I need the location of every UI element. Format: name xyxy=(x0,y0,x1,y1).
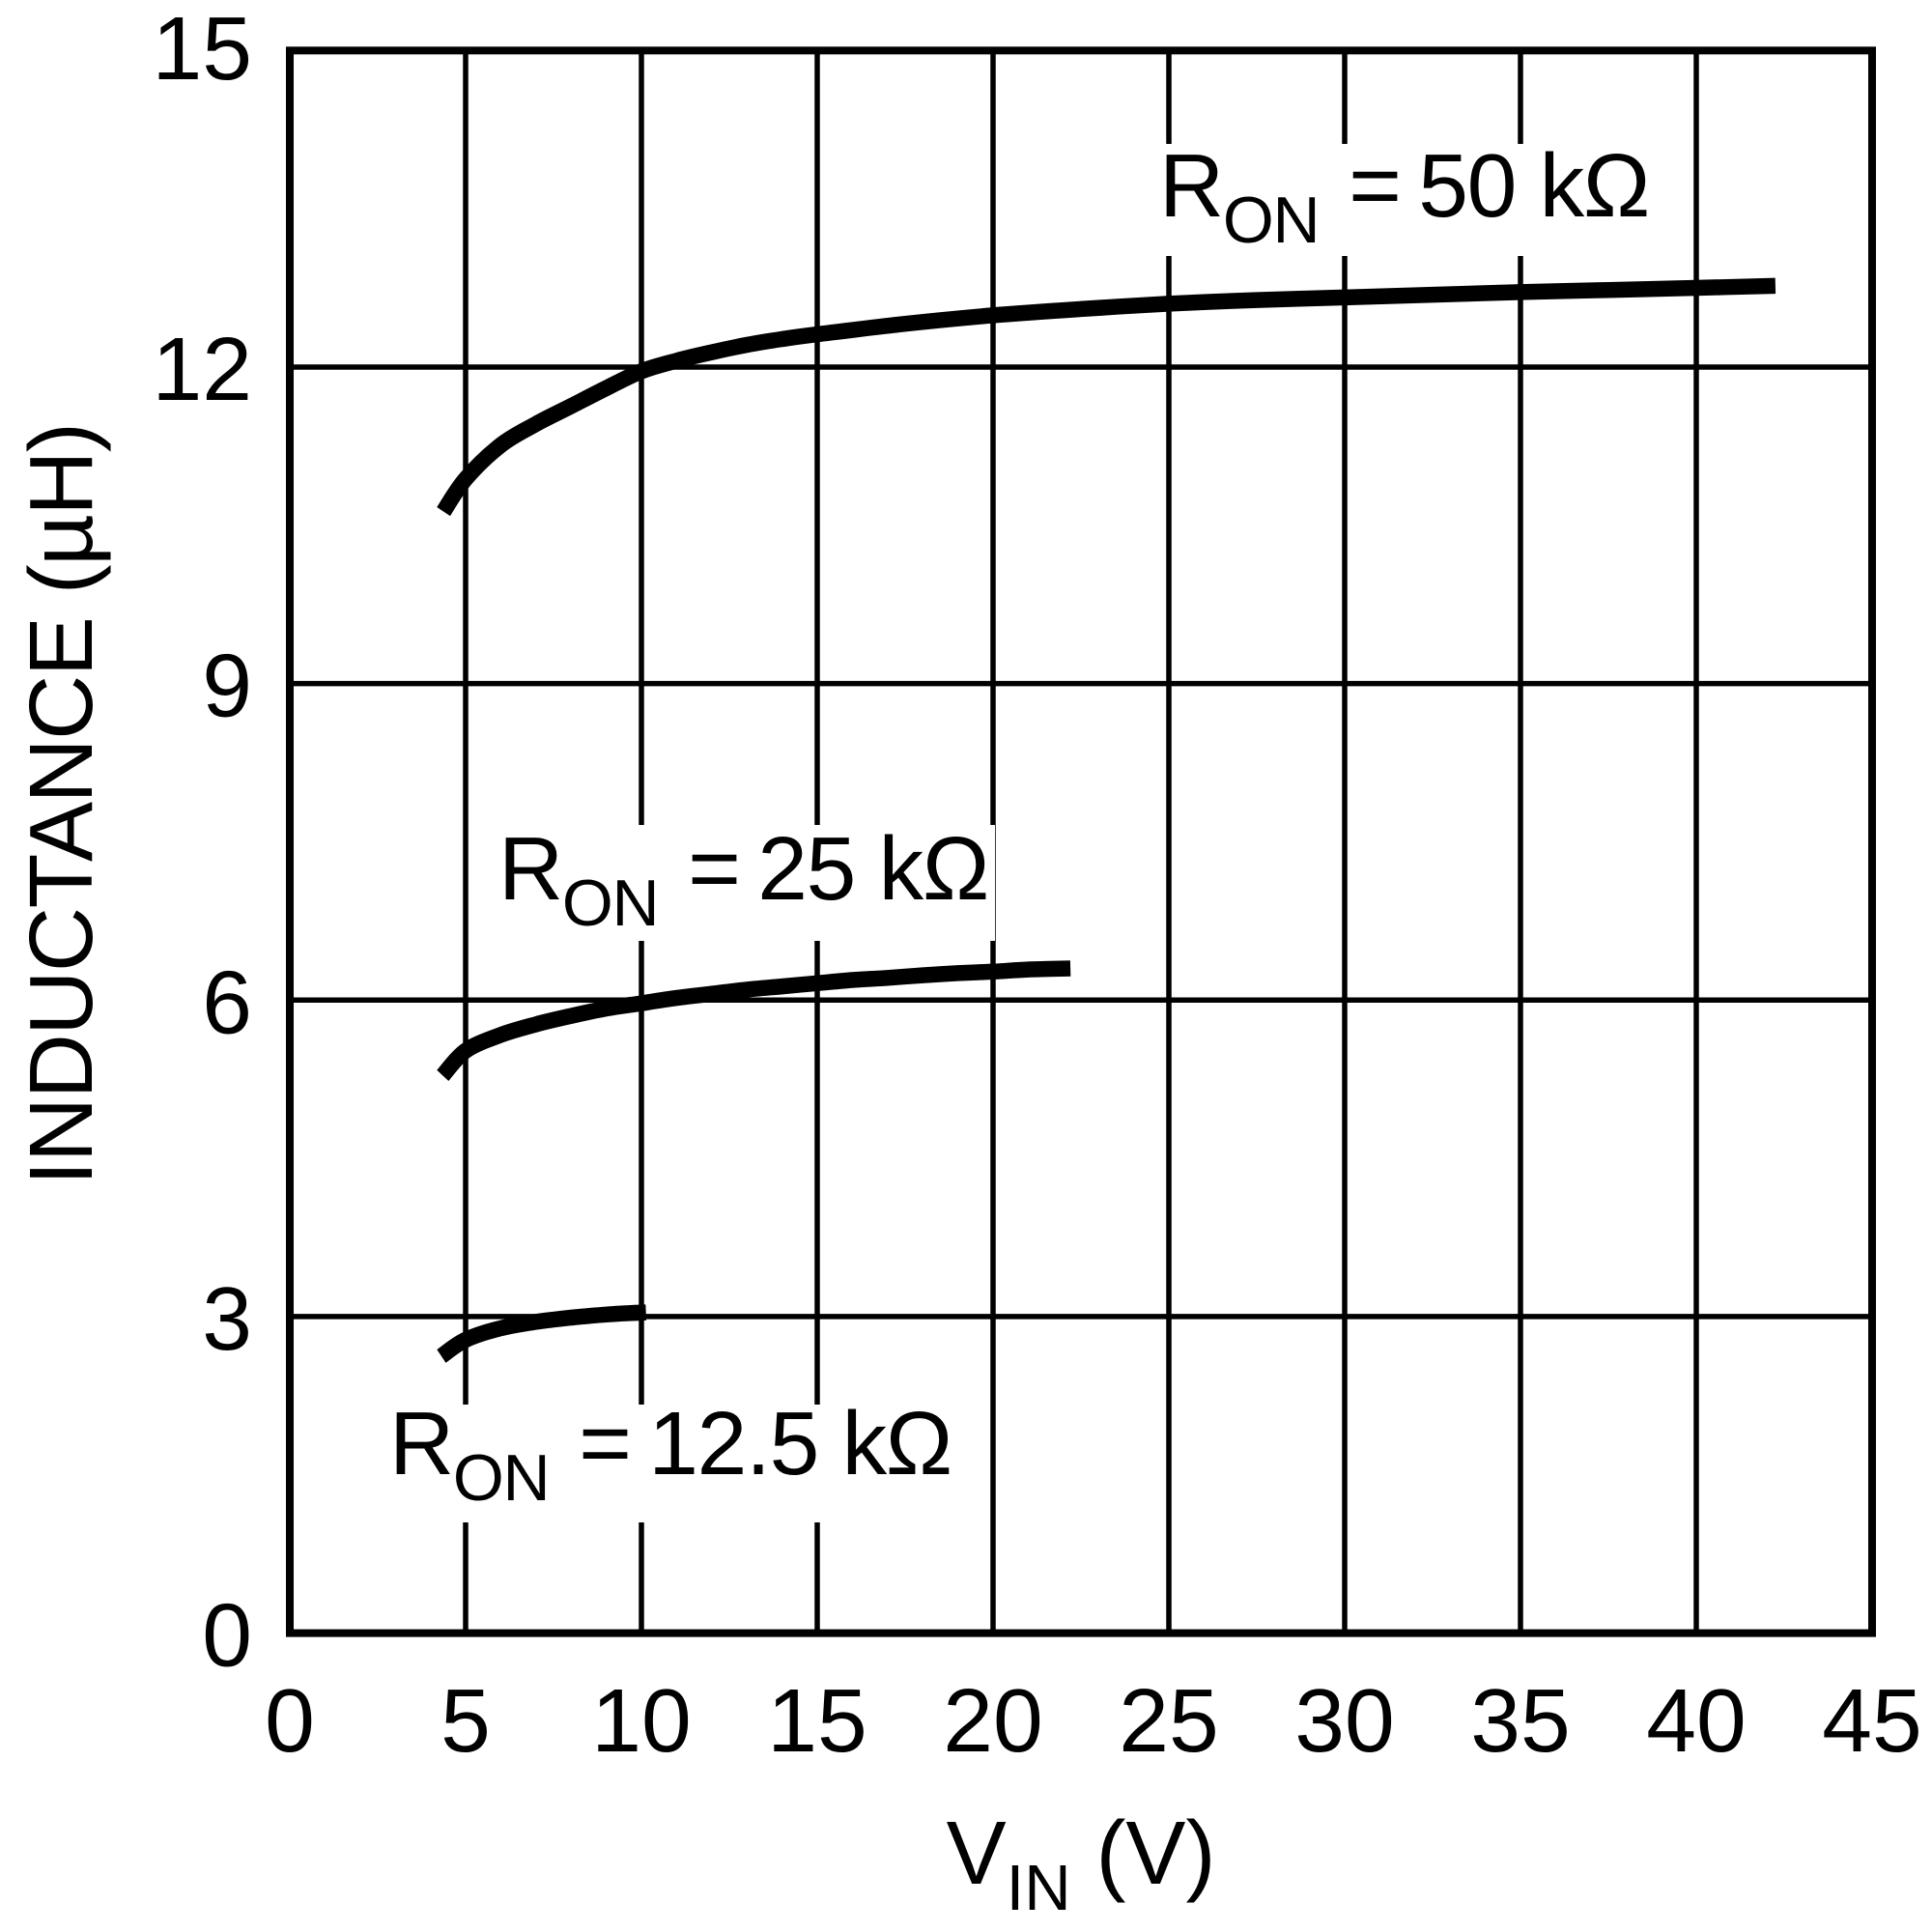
svg-text:10: 10 xyxy=(591,1670,691,1771)
svg-text:6: 6 xyxy=(202,952,252,1052)
svg-text:25: 25 xyxy=(1119,1670,1218,1771)
svg-text:5: 5 xyxy=(440,1670,491,1771)
svg-text:0: 0 xyxy=(265,1670,315,1771)
svg-text:15: 15 xyxy=(767,1670,867,1771)
svg-text:12: 12 xyxy=(153,319,252,419)
svg-text:0: 0 xyxy=(202,1585,252,1686)
svg-text:INDUCTANCE (µH): INDUCTANCE (µH) xyxy=(11,424,111,1186)
svg-text:35: 35 xyxy=(1470,1670,1570,1771)
svg-text:30: 30 xyxy=(1294,1670,1394,1771)
svg-text:40: 40 xyxy=(1646,1670,1746,1771)
svg-text:15: 15 xyxy=(153,0,252,99)
svg-text:20: 20 xyxy=(943,1670,1042,1771)
svg-text:45: 45 xyxy=(1822,1670,1921,1771)
svg-text:3: 3 xyxy=(202,1268,252,1369)
svg-text:9: 9 xyxy=(202,636,252,736)
